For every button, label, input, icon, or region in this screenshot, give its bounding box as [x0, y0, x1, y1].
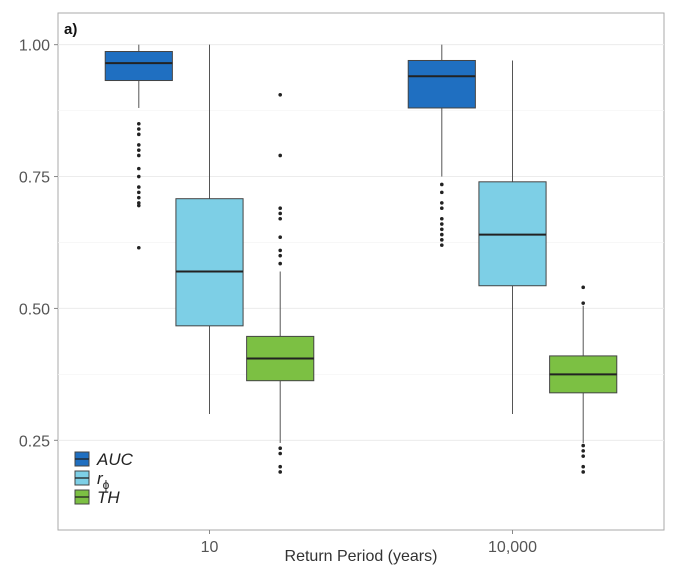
outlier-point	[278, 235, 283, 240]
box-body	[104, 51, 173, 82]
outlier-point	[137, 148, 141, 152]
outlier-point	[278, 253, 283, 258]
box-TH-10,000	[549, 285, 618, 474]
outlier-point	[278, 470, 283, 474]
outlier-point	[278, 153, 283, 158]
outlier-point	[137, 195, 141, 200]
grid-lines	[58, 44, 664, 441]
outlier-point	[440, 222, 444, 226]
box-r_phi-10,000	[478, 60, 547, 414]
outlier-point	[137, 143, 141, 147]
panel-label: a)	[64, 21, 77, 38]
outlier-point	[278, 211, 283, 216]
outlier-point	[137, 153, 141, 158]
outlier-point	[440, 216, 444, 221]
y-tick-label: 1.00	[19, 38, 50, 55]
outlier-point	[440, 201, 444, 205]
legend-label-main: r	[97, 469, 104, 488]
outlier-point	[581, 443, 585, 448]
outlier-point	[137, 127, 141, 131]
outlier-point	[440, 227, 444, 232]
outlier-point	[137, 174, 141, 179]
outlier-point	[581, 454, 585, 458]
y-tick-label: 0.25	[19, 433, 50, 450]
outlier-point	[137, 245, 141, 250]
outlier-point	[581, 449, 585, 453]
outlier-point	[278, 451, 283, 456]
box-body	[407, 59, 476, 109]
boxes	[104, 44, 618, 474]
legend-label-main: TH	[97, 488, 120, 507]
outlier-point	[440, 182, 444, 187]
outlier-point	[278, 464, 283, 469]
box-AUC-10,000	[407, 44, 476, 247]
outlier-point	[440, 190, 444, 195]
outlier-point	[581, 285, 585, 290]
outlier-point	[278, 92, 283, 97]
outlier-point	[278, 248, 283, 253]
x-axis: 10 10,000	[201, 530, 537, 556]
box-body	[175, 198, 244, 327]
box-AUC-10	[104, 44, 173, 250]
y-tick-label: 0.50	[19, 301, 50, 318]
box-r_phi-10	[175, 44, 244, 414]
outlier-point	[440, 243, 444, 247]
outlier-point	[581, 464, 585, 469]
legend-label-subscript: ϕ	[103, 478, 110, 492]
outlier-point	[137, 203, 141, 208]
outlier-point	[440, 238, 444, 242]
outlier-point	[278, 261, 283, 266]
outlier-point	[440, 206, 444, 210]
y-tick-label: 0.75	[19, 170, 50, 187]
outlier-point	[137, 190, 141, 195]
x-axis-title: Return Period (years)	[285, 548, 438, 565]
outlier-point	[137, 132, 141, 137]
box-TH-10	[246, 92, 315, 474]
outlier-point	[137, 121, 141, 126]
outlier-point	[137, 201, 141, 205]
y-axis: 0.25 0.50 0.75 1.00	[19, 38, 58, 450]
outlier-point	[581, 470, 585, 474]
outlier-point	[278, 446, 283, 451]
outlier-point	[278, 216, 283, 221]
outlier-point	[440, 232, 444, 237]
outlier-point	[278, 206, 283, 210]
outlier-point	[137, 166, 141, 171]
legend-label-r_phi: rϕ	[97, 469, 110, 492]
legend-label-AUC: AUC	[96, 450, 134, 469]
plot-panel	[57, 12, 665, 531]
x-tick-label: 10	[201, 539, 219, 556]
outlier-point	[581, 301, 585, 305]
x-tick-label: 10,000	[488, 539, 537, 556]
legend-label-TH: TH	[97, 488, 120, 507]
legend-label-main: AUC	[96, 450, 134, 469]
outlier-point	[137, 185, 141, 189]
